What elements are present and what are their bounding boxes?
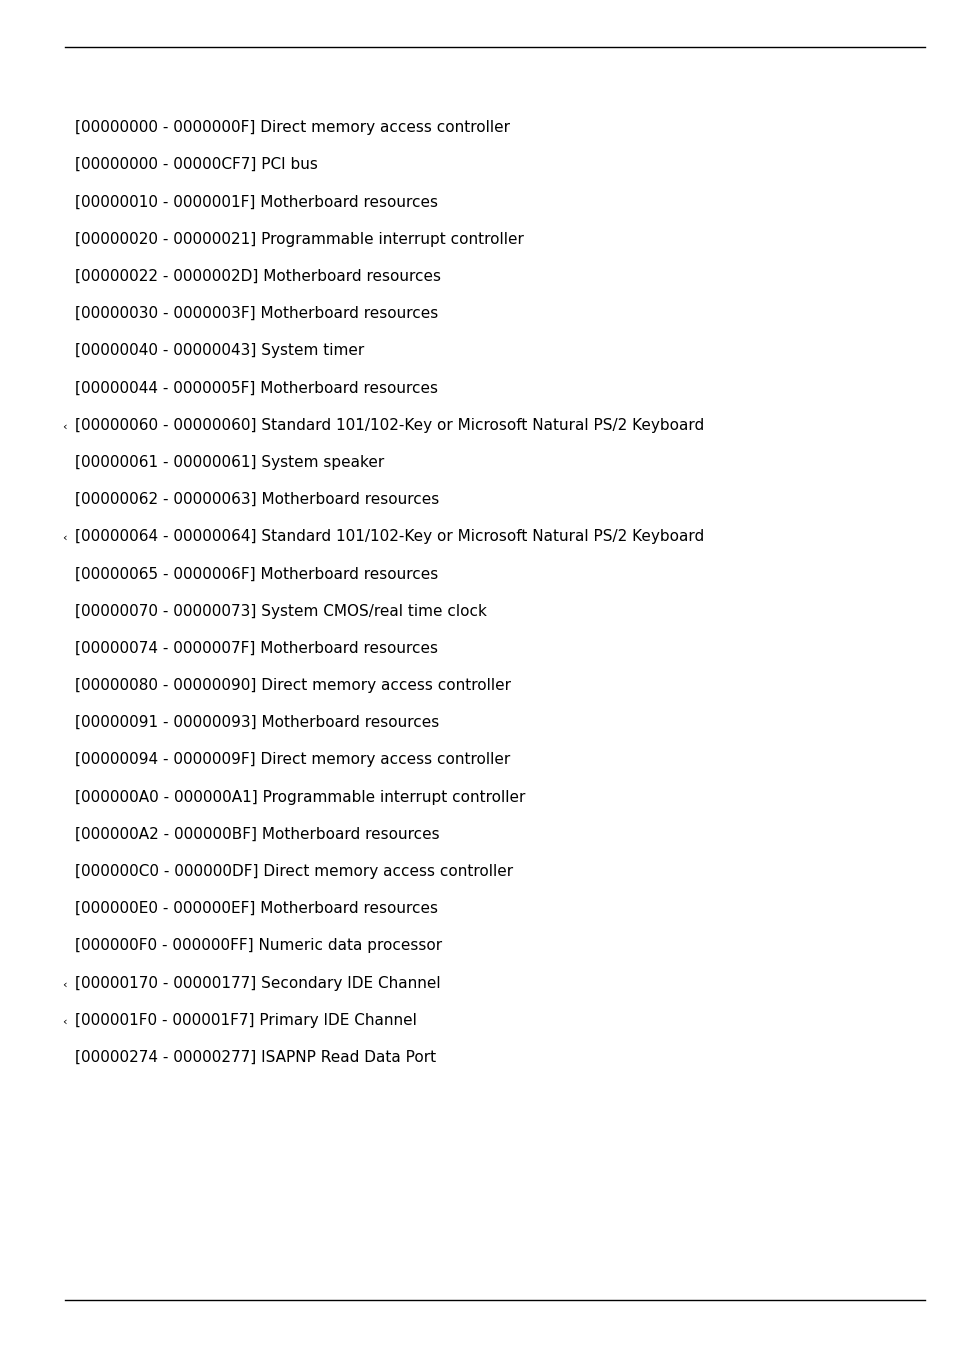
Text: [00000000 - 0000000F] Direct memory access controller: [00000000 - 0000000F] Direct memory acce… <box>75 120 510 135</box>
Text: ‹: ‹ <box>62 533 67 544</box>
Text: [00000020 - 00000021] Programmable interrupt controller: [00000020 - 00000021] Programmable inter… <box>75 231 523 246</box>
Text: [000000E0 - 000000EF] Motherboard resources: [000000E0 - 000000EF] Motherboard resour… <box>75 902 437 917</box>
Text: [00000065 - 0000006F] Motherboard resources: [00000065 - 0000006F] Motherboard resour… <box>75 566 437 581</box>
Text: [000000C0 - 000000DF] Direct memory access controller: [000000C0 - 000000DF] Direct memory acce… <box>75 864 513 879</box>
Text: [00000070 - 00000073] System CMOS/real time clock: [00000070 - 00000073] System CMOS/real t… <box>75 603 486 619</box>
Text: [00000060 - 00000060] Standard 101/102-Key or Microsoft Natural PS/2 Keyboard: [00000060 - 00000060] Standard 101/102-K… <box>75 418 703 433</box>
Text: [00000061 - 00000061] System speaker: [00000061 - 00000061] System speaker <box>75 454 384 469</box>
Text: [00000080 - 00000090] Direct memory access controller: [00000080 - 00000090] Direct memory acce… <box>75 677 511 694</box>
Text: ‹: ‹ <box>62 422 67 431</box>
Text: [000000F0 - 000000FF] Numeric data processor: [000000F0 - 000000FF] Numeric data proce… <box>75 938 441 953</box>
Text: ‹: ‹ <box>62 1017 67 1026</box>
Text: [00000074 - 0000007F] Motherboard resources: [00000074 - 0000007F] Motherboard resour… <box>75 641 437 656</box>
Text: [00000040 - 00000043] System timer: [00000040 - 00000043] System timer <box>75 343 364 358</box>
Text: ‹: ‹ <box>62 980 67 990</box>
Text: [00000062 - 00000063] Motherboard resources: [00000062 - 00000063] Motherboard resour… <box>75 492 438 507</box>
Text: [00000022 - 0000002D] Motherboard resources: [00000022 - 0000002D] Motherboard resour… <box>75 269 440 284</box>
Text: [000000A2 - 000000BF] Motherboard resources: [000000A2 - 000000BF] Motherboard resour… <box>75 827 439 842</box>
Text: [00000030 - 0000003F] Motherboard resources: [00000030 - 0000003F] Motherboard resour… <box>75 306 437 320</box>
Text: [00000064 - 00000064] Standard 101/102-Key or Microsoft Natural PS/2 Keyboard: [00000064 - 00000064] Standard 101/102-K… <box>75 529 703 545</box>
Text: [00000044 - 0000005F] Motherboard resources: [00000044 - 0000005F] Motherboard resour… <box>75 380 437 395</box>
Text: [00000094 - 0000009F] Direct memory access controller: [00000094 - 0000009F] Direct memory acce… <box>75 753 510 768</box>
Text: [00000170 - 00000177] Secondary IDE Channel: [00000170 - 00000177] Secondary IDE Chan… <box>75 976 440 991</box>
Text: [00000000 - 00000CF7] PCI bus: [00000000 - 00000CF7] PCI bus <box>75 157 317 172</box>
Text: [000000A0 - 000000A1] Programmable interrupt controller: [000000A0 - 000000A1] Programmable inter… <box>75 790 525 804</box>
Text: [00000091 - 00000093] Motherboard resources: [00000091 - 00000093] Motherboard resour… <box>75 715 438 730</box>
Text: [000001F0 - 000001F7] Primary IDE Channel: [000001F0 - 000001F7] Primary IDE Channe… <box>75 1013 416 1028</box>
Text: [00000010 - 0000001F] Motherboard resources: [00000010 - 0000001F] Motherboard resour… <box>75 195 437 210</box>
Text: [00000274 - 00000277] ISAPNP Read Data Port: [00000274 - 00000277] ISAPNP Read Data P… <box>75 1051 436 1065</box>
